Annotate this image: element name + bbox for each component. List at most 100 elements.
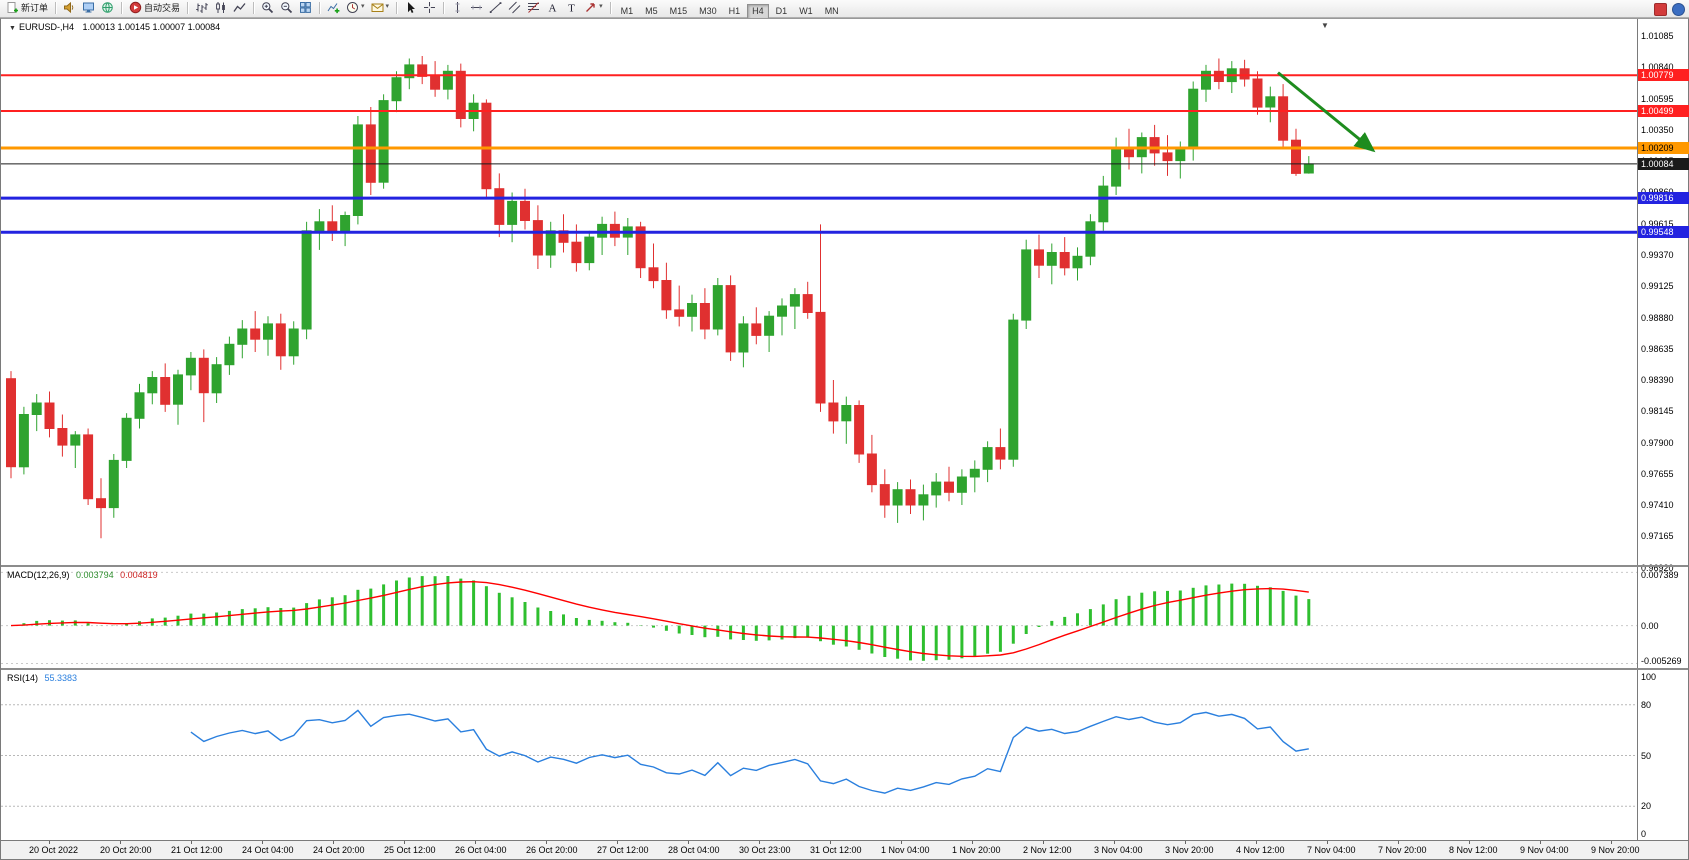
candle bbox=[815, 224, 826, 412]
fibonacci-button[interactable] bbox=[524, 0, 543, 16]
candle bbox=[1265, 86, 1276, 123]
mql-alert-icon[interactable] bbox=[1654, 3, 1667, 16]
text-button[interactable]: A bbox=[543, 0, 562, 16]
candle bbox=[699, 288, 710, 340]
candle bbox=[1111, 137, 1122, 195]
crosshair-button[interactable] bbox=[420, 0, 439, 16]
time-axis-label: 1 Nov 04:00 bbox=[881, 845, 930, 855]
candle bbox=[417, 56, 428, 85]
macd-scale-label: 0.00 bbox=[1641, 621, 1659, 631]
toolbar-group bbox=[60, 0, 117, 16]
channel-button[interactable] bbox=[505, 0, 524, 16]
market-watch-button[interactable] bbox=[79, 0, 98, 16]
toolbar-separator bbox=[319, 1, 321, 14]
candle bbox=[841, 396, 852, 444]
macd-scale-label: 0.007389 bbox=[1641, 570, 1679, 580]
rsi-panel-canvas[interactable] bbox=[1, 671, 1637, 840]
candle bbox=[969, 460, 980, 493]
macd-signal-value: 0.004819 bbox=[120, 570, 158, 580]
time-axis-label: 28 Oct 04:00 bbox=[668, 845, 720, 855]
candle bbox=[147, 371, 158, 405]
timeframe-m5[interactable]: M5 bbox=[645, 5, 658, 16]
price-badge: 1.00499 bbox=[1638, 105, 1689, 117]
indicators-button[interactable] bbox=[324, 0, 343, 16]
community-button[interactable] bbox=[98, 0, 117, 16]
line-chart-button[interactable] bbox=[230, 0, 249, 16]
time-axis-label: 21 Oct 12:00 bbox=[171, 845, 223, 855]
splitter-main-macd[interactable] bbox=[1, 565, 1688, 567]
splitter-macd-rsi[interactable] bbox=[1, 668, 1688, 670]
price-scale-label: 0.97410 bbox=[1641, 500, 1674, 510]
tile-windows-button[interactable] bbox=[296, 0, 315, 16]
time-tick bbox=[1327, 841, 1328, 844]
macd-panel-canvas[interactable] bbox=[1, 568, 1637, 668]
toolbar-group: 自动交易 bbox=[126, 0, 183, 16]
candle bbox=[944, 466, 954, 502]
trendline-button[interactable] bbox=[486, 0, 505, 16]
vertical-line-button[interactable] bbox=[448, 0, 467, 16]
label-t-icon: T bbox=[568, 2, 575, 14]
price-scale-label: 1.01085 bbox=[1641, 31, 1674, 41]
vline-icon bbox=[455, 1, 460, 13]
timeframe-m30[interactable]: M30 bbox=[699, 5, 717, 16]
zoom-in-button[interactable] bbox=[258, 0, 277, 16]
candle bbox=[391, 71, 402, 113]
candle bbox=[892, 482, 903, 523]
rsi-scale-label: 0 bbox=[1641, 829, 1647, 839]
new-order-button[interactable]: 新订单 bbox=[3, 0, 51, 16]
autotrading-button[interactable]: 自动交易 bbox=[126, 0, 183, 16]
one-click-trading-arrow-icon[interactable]: ▼ bbox=[9, 25, 16, 32]
time-tick bbox=[1256, 841, 1257, 844]
candle bbox=[57, 414, 68, 457]
candle bbox=[866, 434, 877, 493]
time-axis-label: 1 Nov 20:00 bbox=[952, 845, 1001, 855]
candle bbox=[1278, 84, 1289, 148]
templates-button[interactable]: ▾ bbox=[368, 0, 393, 16]
candle bbox=[134, 383, 145, 429]
text-label-button[interactable]: T bbox=[562, 0, 581, 16]
svg-text:T: T bbox=[568, 2, 575, 14]
ind-plus-icon bbox=[327, 2, 340, 13]
candle bbox=[211, 357, 222, 403]
candle bbox=[1021, 239, 1032, 329]
candle bbox=[545, 221, 556, 268]
periods-button[interactable]: ▾ bbox=[343, 0, 368, 16]
arrows-button[interactable]: ▾ bbox=[581, 0, 606, 16]
price-scale-label: 0.98145 bbox=[1641, 406, 1674, 416]
price-scale-label: 1.00595 bbox=[1641, 94, 1674, 104]
time-tick bbox=[191, 841, 192, 844]
candle bbox=[96, 478, 106, 539]
toolbar-group bbox=[401, 0, 439, 16]
cursor-button[interactable] bbox=[401, 0, 420, 16]
candle bbox=[751, 307, 762, 345]
timeframe-h4[interactable]: H4 bbox=[747, 3, 769, 19]
candlestick-chart-button[interactable] bbox=[211, 0, 230, 16]
zoom-out-button[interactable] bbox=[277, 0, 296, 16]
price-scale-label: 0.98635 bbox=[1641, 344, 1674, 354]
candle bbox=[777, 298, 787, 336]
price-scale[interactable]: 1.010851.008401.005951.003501.001050.998… bbox=[1637, 19, 1689, 840]
timeframe-w1[interactable]: W1 bbox=[799, 5, 813, 16]
timeframe-m1[interactable]: M1 bbox=[620, 5, 634, 16]
main-chart-canvas[interactable] bbox=[1, 19, 1637, 565]
timeframe-d1[interactable]: D1 bbox=[775, 5, 788, 16]
timeframe-mn[interactable]: MN bbox=[824, 5, 839, 16]
horizontal-line-button[interactable] bbox=[467, 0, 486, 16]
timeframe-h1[interactable]: H1 bbox=[728, 5, 741, 16]
alerts-button[interactable] bbox=[60, 0, 79, 16]
toolbar-separator bbox=[443, 1, 445, 14]
timeframe-m15[interactable]: M15 bbox=[669, 5, 688, 16]
candle bbox=[83, 428, 94, 505]
candle bbox=[160, 363, 171, 412]
time-axis-label: 30 Oct 23:00 bbox=[739, 845, 791, 855]
zoom-out-icon bbox=[281, 1, 293, 13]
time-axis-label: 31 Oct 12:00 bbox=[810, 845, 862, 855]
time-axis[interactable]: 20 Oct 2022 20 Oct 20:00 21 Oct 12:00 24 Oc… bbox=[1, 840, 1688, 859]
bar-chart-button[interactable] bbox=[192, 0, 211, 16]
channel-icon bbox=[508, 1, 521, 13]
trend-arrow[interactable] bbox=[1277, 71, 1376, 153]
community-status-icon[interactable] bbox=[1672, 3, 1685, 16]
candle bbox=[44, 391, 55, 438]
svg-text:A: A bbox=[549, 2, 557, 14]
rsi-scale-label: 50 bbox=[1641, 751, 1652, 761]
